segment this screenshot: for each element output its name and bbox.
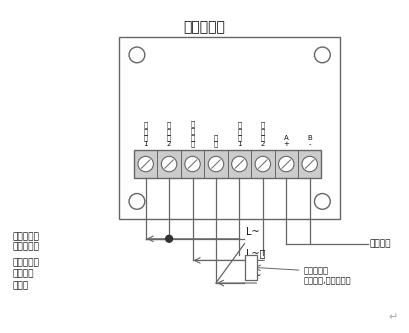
Circle shape (255, 156, 270, 172)
Circle shape (231, 156, 247, 172)
Bar (245, 254, 257, 280)
Circle shape (185, 156, 200, 172)
Circle shape (138, 156, 153, 172)
Circle shape (315, 193, 330, 209)
Text: 零线进: 零线进 (13, 281, 29, 290)
Text: 火线进线，
任意接一个: 火线进线， 任意接一个 (13, 232, 40, 251)
Bar (119, 37, 340, 219)
Text: B
-: B - (307, 135, 312, 147)
Text: 地暖接线图: 地暖接线图 (183, 20, 225, 35)
Circle shape (162, 156, 177, 172)
Circle shape (302, 156, 317, 172)
Text: L~: L~ (247, 227, 260, 237)
Circle shape (279, 156, 294, 172)
Circle shape (208, 156, 224, 172)
Circle shape (166, 235, 173, 242)
Text: 火
线
出
线: 火 线 出 线 (191, 121, 195, 147)
Text: ↵: ↵ (388, 312, 398, 322)
Text: N~: N~ (247, 271, 262, 281)
Text: 传
感
器
1: 传 感 器 1 (237, 122, 242, 147)
Text: 传
感
器
2: 传 感 器 2 (261, 122, 265, 147)
Text: L~出: L~出 (247, 248, 266, 258)
Text: 火
线
进
1: 火 线 进 1 (144, 122, 148, 147)
Text: A
+: A + (283, 135, 289, 147)
Text: 火
线
进
2: 火 线 进 2 (167, 122, 171, 147)
Text: 零
线: 零 线 (214, 134, 218, 147)
Circle shape (315, 47, 330, 63)
Circle shape (129, 193, 145, 209)
Circle shape (129, 47, 145, 63)
Text: 控制电动阀
或电地暖: 控制电动阀 或电地暖 (13, 258, 40, 278)
Text: 通讯接口: 通讯接口 (370, 239, 391, 248)
Text: 外置传感器
电地暖接,水地暖不接: 外置传感器 电地暖接,水地暖不接 (303, 266, 351, 286)
Bar (134, 150, 321, 178)
